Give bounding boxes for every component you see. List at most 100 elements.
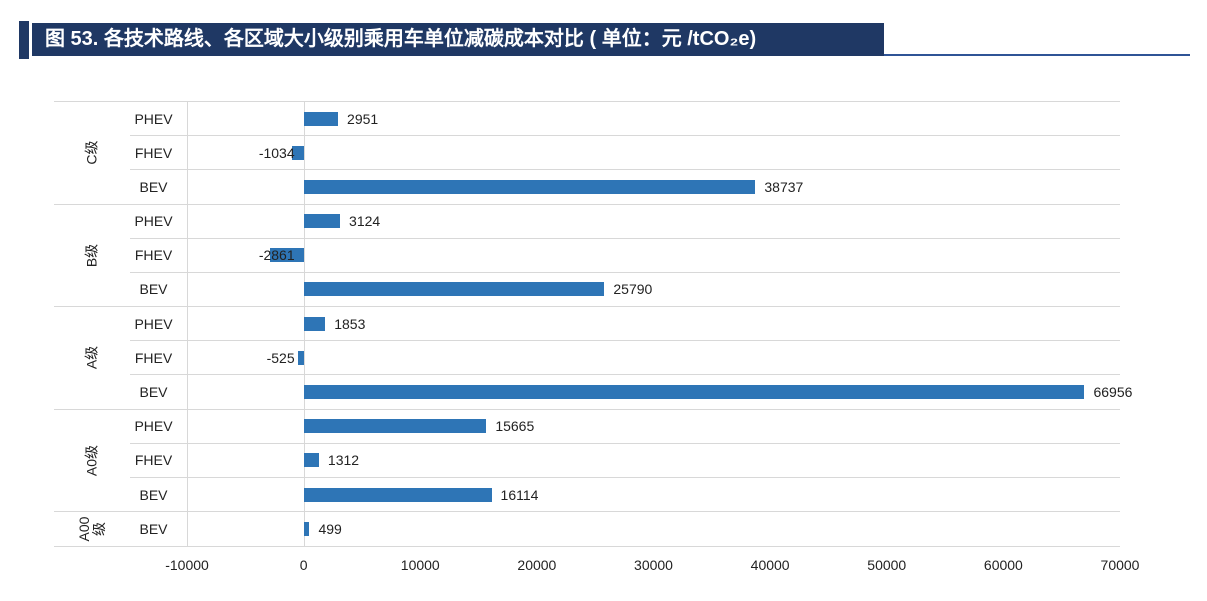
chart-row: BEV 25790: [130, 273, 1120, 306]
category-group-c: C级 PHEV 2951 FHEV -1034: [54, 102, 1120, 205]
chart-row: BEV 499: [130, 512, 1120, 546]
bar-chart: C级 PHEV 2951 FHEV -1034: [54, 101, 1132, 547]
series-label: BEV: [139, 521, 168, 538]
chart-row: PHEV 3124: [130, 205, 1120, 239]
chart-row: FHEV -525: [130, 341, 1120, 376]
bar: [303, 487, 492, 502]
category-group-a00: A00级 BEV 499: [54, 512, 1120, 547]
figure-title: 图 53. 各技术路线、各区域大小级别乘用车单位减碳成本对比 ( 单位：元 /t…: [45, 28, 757, 50]
bar: [303, 384, 1085, 399]
plot-left-gridline: [187, 102, 188, 547]
x-tick-label: 70000: [1100, 557, 1140, 573]
chart-row: FHEV -2861: [130, 239, 1120, 273]
group-label: C级: [83, 140, 100, 165]
bar-value-label: 25790: [613, 281, 653, 298]
x-tick-label: 0: [299, 557, 308, 573]
group-label: A00级: [76, 516, 107, 542]
chart-row: BEV 38737: [130, 170, 1120, 203]
bar: [303, 282, 605, 297]
chart-row: BEV 66956: [130, 375, 1132, 408]
bar-track: 15665: [187, 410, 1120, 443]
category-group-b: B级 PHEV 3124 FHEV -2861: [54, 205, 1120, 308]
x-tick-label: 20000: [517, 557, 557, 573]
x-tick-label: -10000: [165, 557, 209, 573]
bar: [303, 453, 319, 468]
bar-value-label: -525: [266, 349, 295, 366]
bar-value-label: 1853: [334, 315, 366, 332]
bar-track: 1853: [187, 307, 1120, 340]
chart-row: FHEV -1034: [130, 136, 1120, 171]
group-rows: PHEV 15665 FHEV 1312 BEV: [130, 410, 1120, 512]
bar-value-label: 15665: [495, 418, 535, 435]
group-rows: PHEV 1853 FHEV -525 BEV: [130, 307, 1132, 409]
bar-value-label: 16114: [500, 486, 539, 503]
group-rows: PHEV 2951 FHEV -1034 BEV: [130, 102, 1120, 204]
group-label-cell: A级: [54, 307, 130, 409]
title-underline: [884, 54, 1190, 56]
bar-value-label: -1034: [258, 144, 295, 161]
series-label: PHEV: [134, 110, 173, 127]
series-label: PHEV: [134, 418, 173, 435]
bar-value-label: 2951: [347, 110, 379, 127]
category-group-a0: A0级 PHEV 15665 FHEV 1312: [54, 410, 1120, 513]
group-label: A0级: [83, 444, 100, 476]
bar-value-label: 3124: [349, 213, 381, 230]
bar-value-label: -2861: [258, 247, 295, 264]
series-label: PHEV: [134, 213, 173, 230]
group-label: A级: [83, 346, 100, 370]
series-label: FHEV: [134, 349, 173, 366]
series-label: BEV: [139, 486, 168, 503]
bar-track: 16114: [187, 478, 1120, 511]
group-label: B级: [83, 243, 100, 267]
chart-row: PHEV 15665: [130, 410, 1120, 444]
bar: [303, 179, 756, 194]
bar-value-label: 66956: [1093, 383, 1133, 400]
x-tick-label: 50000: [867, 557, 907, 573]
chart-row: FHEV 1312: [130, 444, 1120, 478]
bar: [270, 248, 304, 263]
chart-row: BEV 16114: [130, 478, 1120, 511]
bar: [297, 350, 304, 365]
bar-track: 66956: [187, 375, 1132, 408]
bar: [303, 111, 339, 126]
bar: [303, 419, 487, 434]
bar: [291, 145, 304, 160]
group-rows: PHEV 3124 FHEV -2861 BEV: [130, 205, 1120, 307]
series-label: BEV: [139, 178, 168, 195]
bar: [303, 522, 310, 537]
group-label-cell: C级: [54, 102, 130, 204]
chart-row: PHEV 1853: [130, 307, 1120, 342]
bar-track: 499: [187, 512, 1120, 546]
bar: [303, 316, 326, 331]
bar-track: -2861: [187, 239, 1120, 272]
bar-track: 1312: [187, 444, 1120, 477]
x-tick-label: 40000: [750, 557, 790, 573]
x-tick-label: 60000: [983, 557, 1023, 573]
series-label: BEV: [139, 383, 168, 400]
title-accent-bar: [19, 21, 29, 59]
group-label-cell: A0级: [54, 410, 130, 512]
series-label: BEV: [139, 281, 168, 298]
bar: [303, 214, 341, 229]
bar-track: -525: [187, 341, 1120, 374]
bar-value-label: 499: [318, 521, 342, 538]
group-label-cell: B级: [54, 205, 130, 307]
group-rows: BEV 499: [130, 512, 1120, 546]
category-group-a: A级 PHEV 1853 FHEV -525: [54, 307, 1132, 410]
figure-title-banner: 图 53. 各技术路线、各区域大小级别乘用车单位减碳成本对比 ( 单位：元 /t…: [32, 23, 884, 56]
bar-track: 25790: [187, 273, 1120, 306]
bar-track: 2951: [187, 102, 1120, 135]
x-axis: -10000 0 10000 20000 30000 40000 50000 6…: [54, 557, 1139, 577]
bar-value-label: 38737: [764, 178, 804, 195]
series-label: FHEV: [134, 144, 173, 161]
chart-row: PHEV 2951: [130, 102, 1120, 137]
group-label-cell: A00级: [54, 512, 130, 546]
bar-value-label: 1312: [327, 452, 360, 469]
x-tick-label: 30000: [634, 557, 673, 573]
bar-track: 38737: [187, 170, 1120, 203]
series-label: FHEV: [134, 452, 173, 469]
x-tick-label: 10000: [400, 557, 440, 573]
bar-track: -1034: [187, 136, 1120, 169]
series-label: FHEV: [134, 247, 173, 264]
